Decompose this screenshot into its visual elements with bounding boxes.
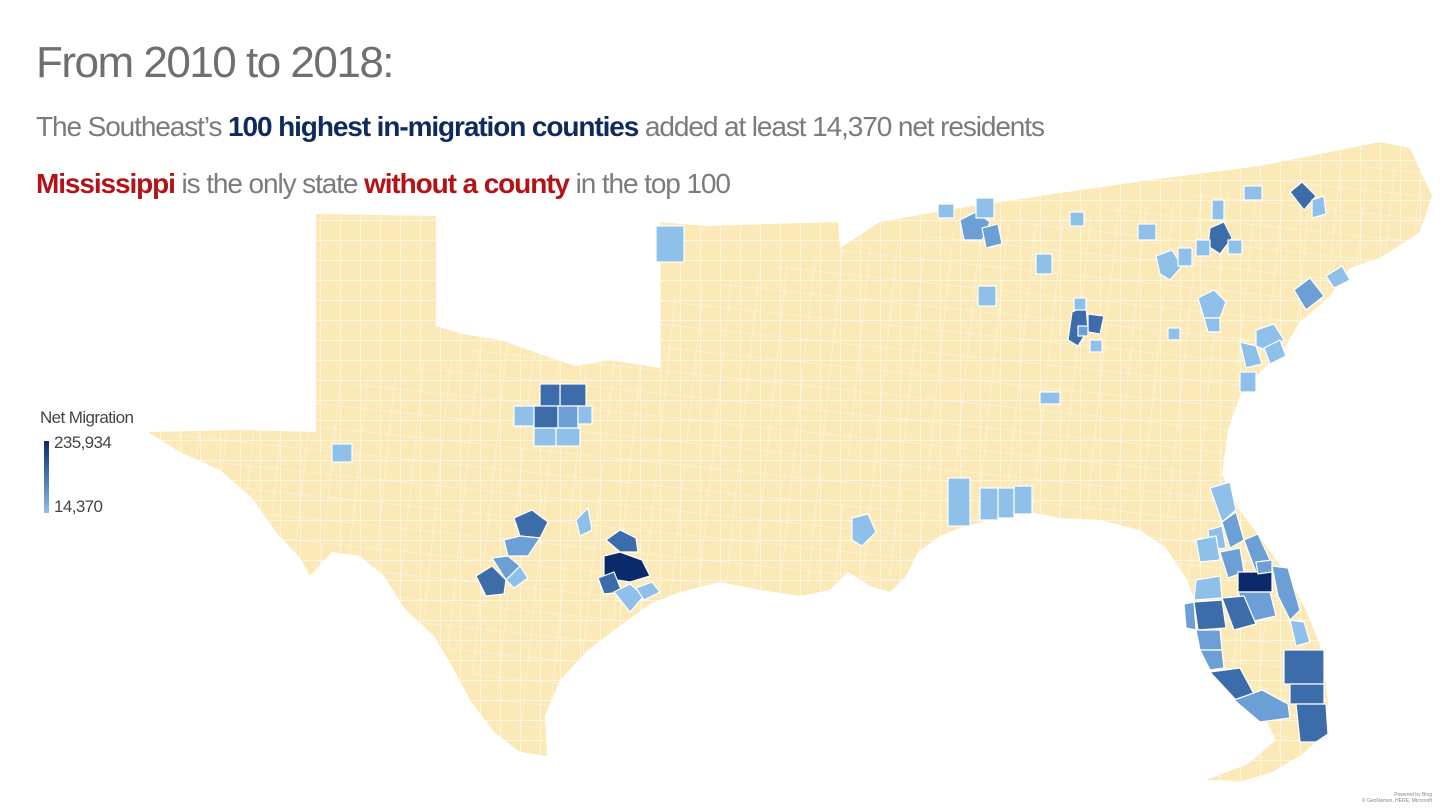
county-midland [331, 443, 353, 463]
county-york [1203, 317, 1221, 333]
county-montgomery [605, 529, 639, 553]
county-mecklenburg [1197, 289, 1227, 319]
county-parker [513, 405, 535, 427]
county-st-johns [1209, 481, 1237, 524]
county-pinellas [1183, 601, 1197, 631]
county-fairfax [1311, 195, 1327, 219]
county-williamson-tn [937, 203, 955, 219]
county-sumner [975, 197, 995, 219]
county-ga-muscogee [1039, 391, 1061, 405]
county-pasco [1193, 575, 1223, 601]
county-johnson [533, 427, 557, 447]
credits-line-1: Powered by Bing [1394, 792, 1432, 798]
page-title: From 2010 to 2018: [36, 38, 395, 87]
county-berkeley [1263, 339, 1287, 365]
county-galveston [635, 581, 661, 601]
county-seminole [1255, 559, 1273, 575]
county-greenville [1155, 249, 1183, 281]
county-columbia [1167, 327, 1181, 341]
county-marion [1195, 535, 1221, 563]
county-rutherford [981, 223, 1003, 249]
county-polk [1221, 595, 1257, 631]
county-madison-al [1035, 253, 1053, 275]
county-bexar [475, 565, 507, 597]
county-collier [1232, 689, 1291, 723]
subtitle-2-highlight: without a county [364, 168, 570, 199]
county-sarasota [1199, 649, 1225, 671]
county-brazos [575, 506, 593, 537]
subtitle-2-state: Mississippi [36, 168, 176, 199]
county-new-hanover [1325, 265, 1351, 289]
county-durham [1227, 239, 1243, 255]
county-baldwin [947, 477, 971, 527]
legend-title: Net Migration [40, 408, 134, 427]
county-spartanburg [1137, 223, 1157, 241]
county-brunswick [1293, 277, 1325, 311]
county-forsyth [1077, 325, 1089, 337]
subtitle-1-highlight: 100 highest in-migration counties [228, 111, 639, 142]
county-miami-dade [1295, 703, 1329, 743]
legend-max-label: 235,934 [54, 433, 112, 452]
county-hillsborough [1193, 599, 1227, 631]
county-ellis [555, 427, 581, 447]
county-johnston [1195, 239, 1211, 257]
county-loudoun [1289, 181, 1317, 211]
county-walton [997, 487, 1015, 519]
county-la-ascension [851, 513, 877, 547]
legend-color-ramp [44, 441, 49, 513]
county-collin [559, 383, 587, 407]
county-orange [1237, 571, 1273, 593]
county-forsyth-nc [1243, 185, 1263, 201]
subtitle-2-middle: is the only state [174, 168, 365, 199]
county-cherokee-ga [1073, 297, 1087, 311]
county-travis [503, 535, 542, 557]
county-buncombe [1177, 247, 1193, 267]
county-williamson [513, 509, 549, 539]
credits-line-2: © GeoNames, HERE, Microsoft [1361, 798, 1432, 804]
subtitle-line-2: Mississippi is the only state without a … [36, 168, 731, 200]
county-palm-beach [1283, 649, 1325, 685]
county-brevard [1271, 565, 1301, 622]
county-tarrant [533, 405, 559, 429]
county-chatham [1239, 371, 1257, 393]
county-chesterfield [1069, 211, 1085, 227]
county-shelby-al [977, 285, 997, 307]
map-credits: Powered by Bing © GeoNames, HERE, Micros… [1362, 792, 1432, 804]
county-bay [1013, 485, 1033, 515]
county-st-lucie [1289, 619, 1311, 647]
subtitle-line-1: The Southeast’s 100 highest in-migration… [36, 111, 1045, 143]
county-rockwall [577, 405, 593, 425]
county-comal [505, 565, 529, 589]
county-charleston [1239, 341, 1263, 369]
county-guilford [1211, 199, 1225, 221]
highlighted-counties [331, 181, 1351, 743]
county-broward [1289, 683, 1325, 705]
county-okaloosa [979, 487, 999, 521]
subtitle-1-suffix: added at least 14,370 net residents [638, 111, 1045, 142]
county-manatee [1195, 629, 1223, 651]
subtitle-2-suffix: in the top 100 [568, 168, 731, 199]
legend-min-label: 14,370 [54, 497, 103, 516]
subtitle-1-prefix: The Southeast’s [36, 111, 229, 142]
county-ok-canadian [655, 225, 685, 263]
county-denton [539, 383, 561, 407]
county-henry [1089, 339, 1103, 353]
county-dallas [557, 405, 579, 429]
